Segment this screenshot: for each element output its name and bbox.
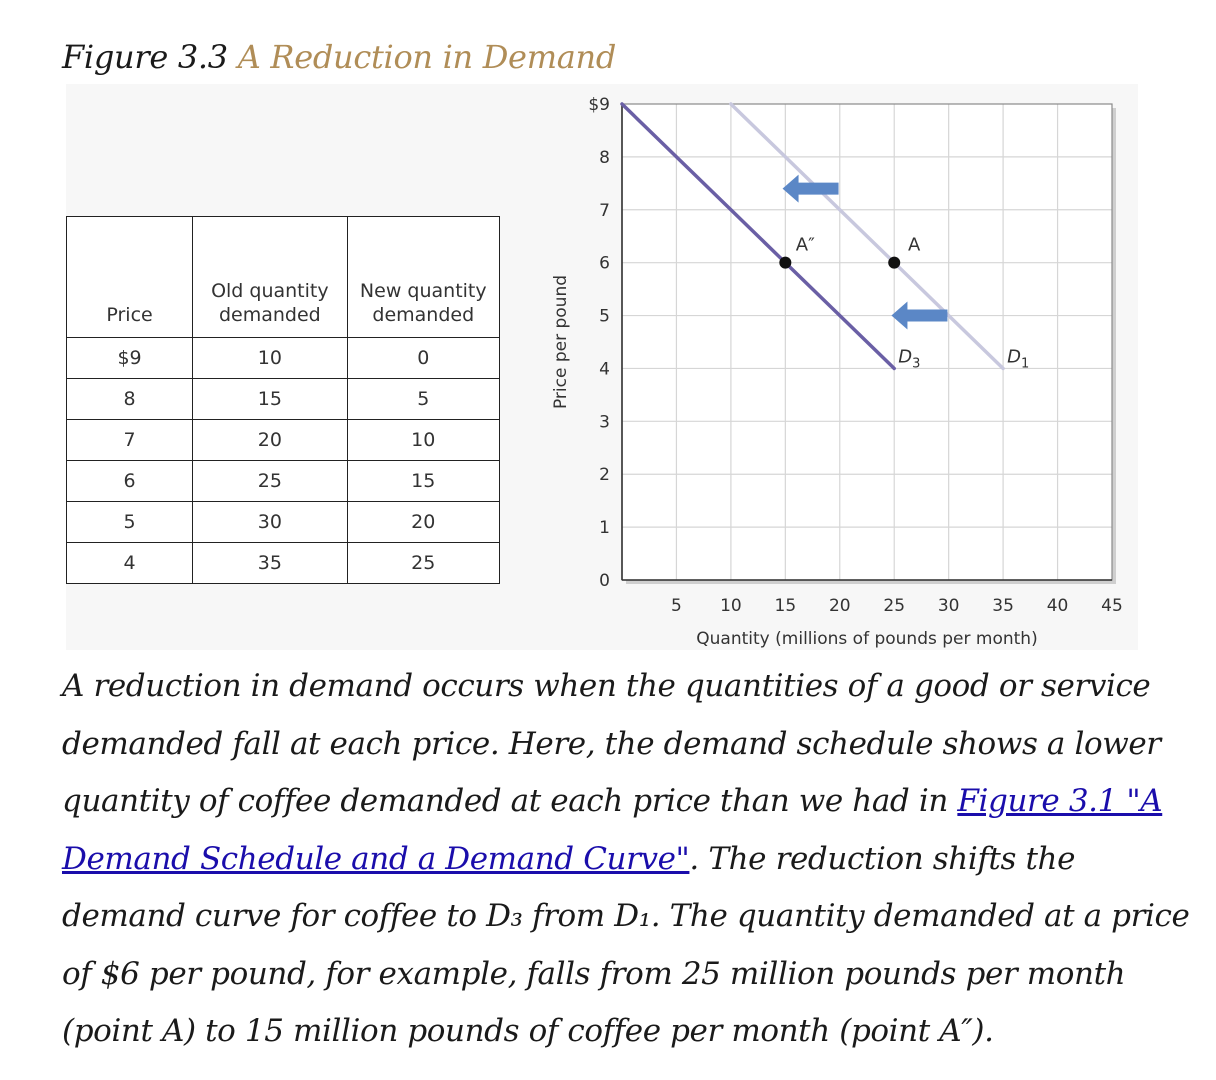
table-cell: 5 [346, 378, 501, 420]
table-row: 8 15 5 [65, 378, 501, 420]
y-tick-label: $9 [588, 95, 610, 115]
point-marker-a-double-prime [779, 256, 792, 269]
table-row: 4 35 25 [65, 542, 501, 584]
demand-curve-d1 [729, 102, 1005, 371]
table-cell: $9 [65, 337, 194, 379]
x-tick-label: 10 [720, 596, 742, 616]
table-cell: 15 [346, 460, 501, 502]
x-tick-label: 15 [775, 596, 797, 616]
x-tick-label: 5 [671, 596, 682, 616]
figure-3-1-link[interactable]: Figure 3.1 "A Demand Schedule and a Dema… [62, 783, 1163, 877]
y-axis-title: Price per pound [551, 275, 571, 409]
table-cell: 25 [192, 460, 348, 502]
point-label-a-double-prime: A″ [796, 235, 815, 256]
y-tick-label: 8 [599, 148, 610, 168]
table-cell: 20 [192, 419, 348, 461]
y-tick-label: 1 [599, 518, 610, 538]
table-cell: 8 [65, 378, 194, 420]
table-cell: 25 [346, 542, 501, 584]
table-header-row: Price Old quantity demanded New quantity… [65, 216, 501, 338]
point-marker-a [888, 256, 901, 269]
table-cell: 6 [65, 460, 194, 502]
figure-title-text: A Reduction in Demand [237, 38, 617, 76]
figure-caption: A reduction in demand occurs when the qu… [62, 658, 1194, 1061]
demand-schedule-table: Price Old quantity demanded New quantity… [65, 216, 501, 584]
table-cell: 10 [346, 419, 501, 461]
table-row: 7 20 10 [65, 419, 501, 461]
table-header-price: Price [65, 216, 194, 338]
curve-label-subscript: 3 [912, 356, 920, 371]
figure-panel: Price Old quantity demanded New quantity… [65, 84, 1138, 650]
figure-label: Figure 3.3 [62, 38, 228, 76]
x-tick-label: 20 [829, 596, 851, 616]
table-cell: 35 [192, 542, 348, 584]
point-label-a: A [908, 235, 921, 256]
y-tick-label: 2 [599, 465, 610, 485]
table-row: $9 10 0 [65, 337, 501, 379]
x-tick-label: 25 [883, 596, 905, 616]
caption-text-before: A reduction in demand occurs when the qu… [62, 668, 1161, 819]
table-cell: 0 [346, 337, 501, 379]
y-tick-label: 7 [599, 201, 610, 221]
table-cell: 20 [346, 501, 501, 543]
table-row: 6 25 15 [65, 460, 501, 502]
x-axis-title: Quantity (millions of pounds per month) [696, 629, 1037, 649]
y-tick-label: 6 [599, 254, 610, 274]
table-cell: 5 [65, 501, 194, 543]
y-tick-label: 0 [599, 571, 610, 591]
shift-arrow-left [782, 174, 839, 203]
y-tick-label: 3 [599, 412, 610, 432]
table-cell: 15 [192, 378, 348, 420]
caption-text-after: . The reduction shifts the demand curve … [62, 840, 1190, 1050]
table-header-old-quantity: Old quantity demanded [192, 216, 348, 338]
x-tick-label: 40 [1047, 596, 1069, 616]
table-cell: 10 [192, 337, 348, 379]
table-cell: 4 [65, 542, 194, 584]
curve-label-subscript: 1 [1021, 356, 1029, 371]
x-tick-label: 30 [938, 596, 960, 616]
y-tick-label: 5 [599, 307, 610, 327]
x-tick-label: 35 [992, 596, 1014, 616]
figure-title: Figure 3.3 A Reduction in Demand [62, 38, 616, 76]
demand-curve-d3 [620, 102, 896, 371]
y-tick-label: 4 [599, 359, 610, 379]
shift-arrow-left [891, 301, 948, 330]
x-tick-label: 45 [1101, 596, 1123, 616]
